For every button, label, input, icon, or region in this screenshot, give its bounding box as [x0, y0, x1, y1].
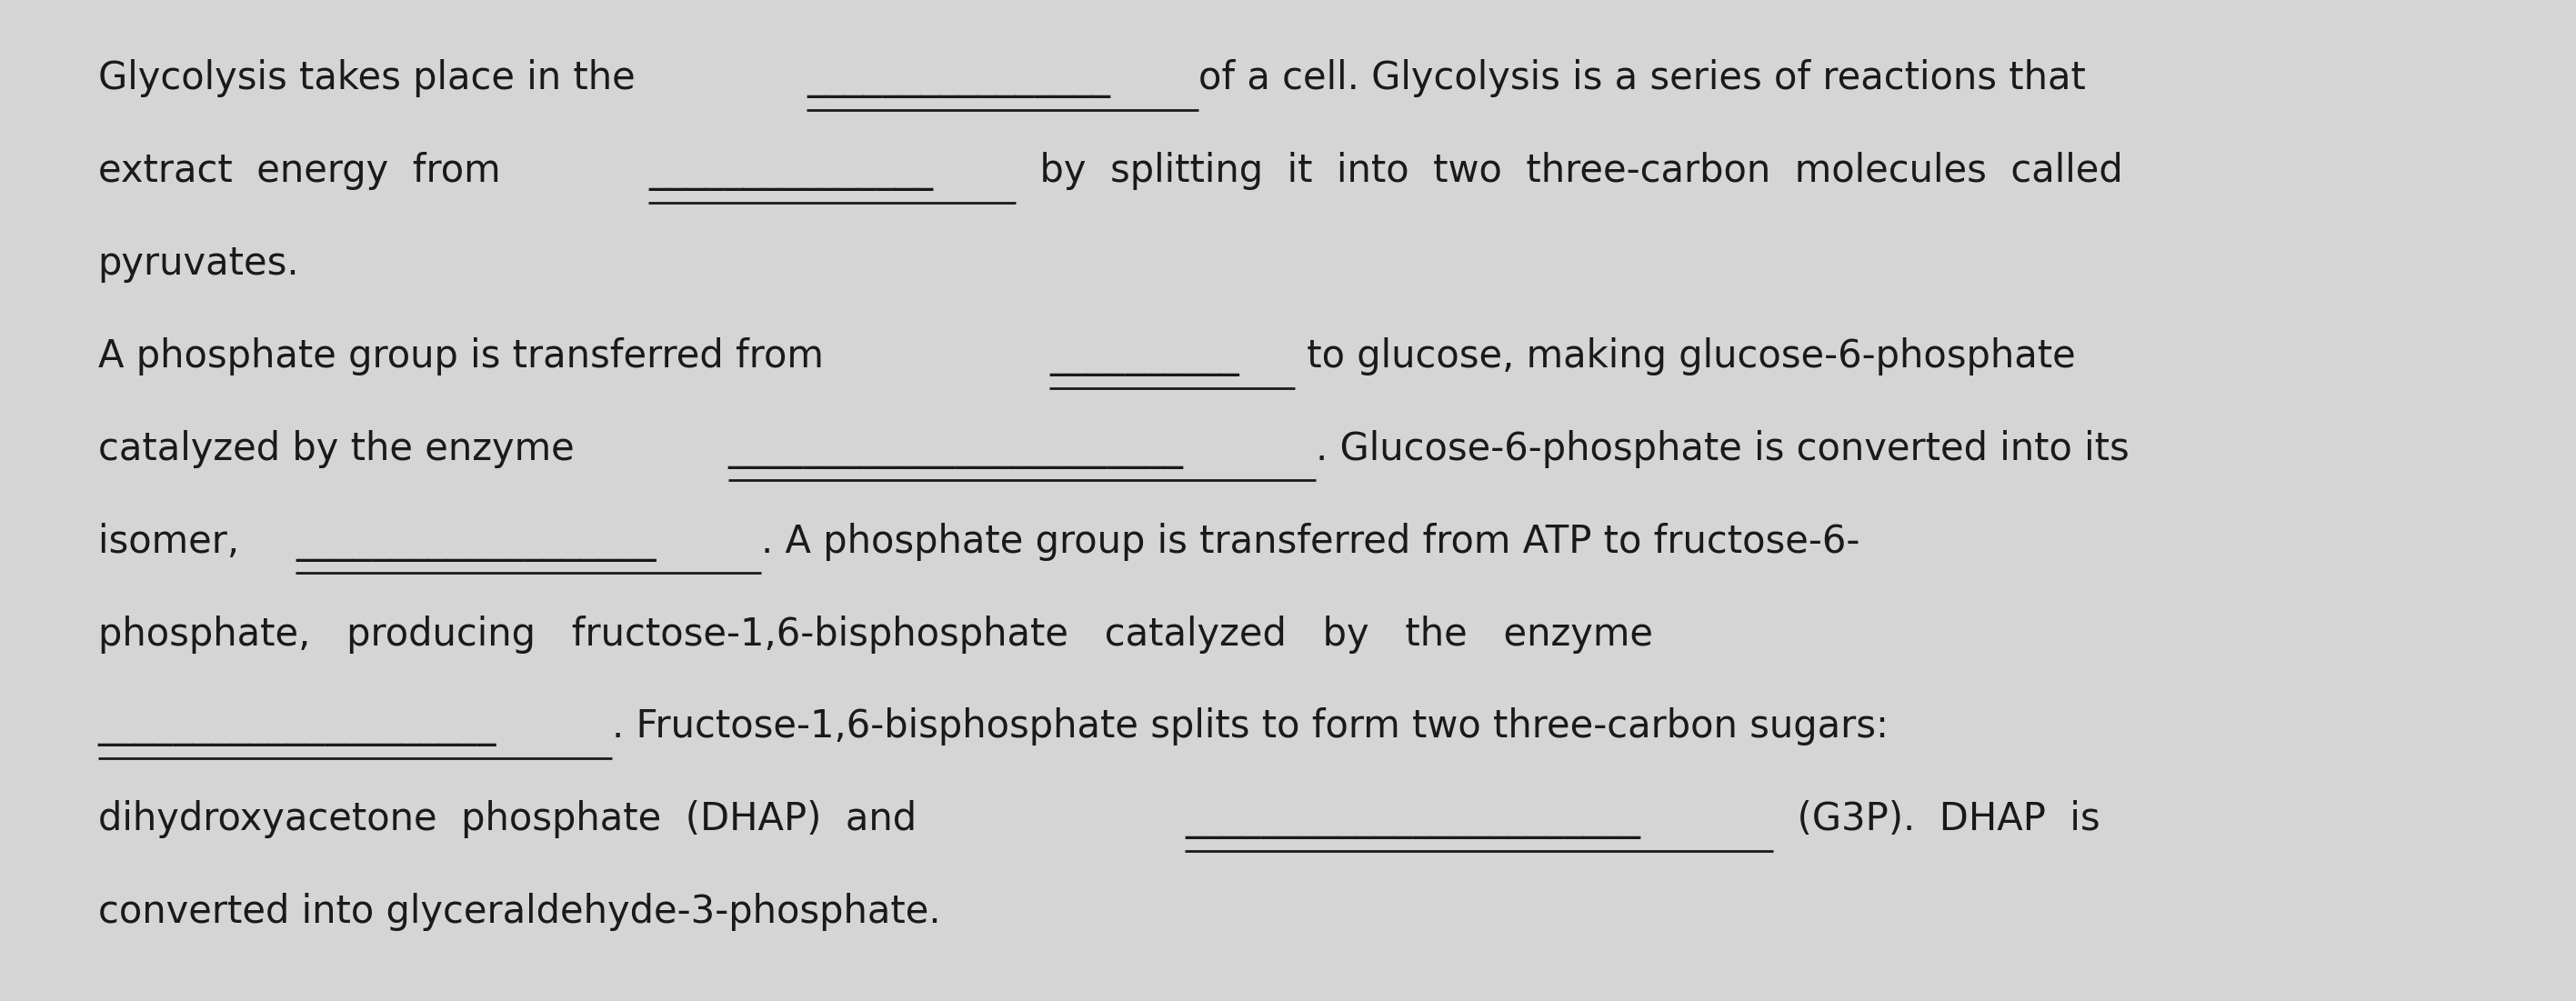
Text: phosphate,   producing   fructose-1,6-bisphosphate   catalyzed   by   the   enzy: phosphate, producing fructose-1,6-bispho…: [98, 615, 1654, 654]
Text: dihydroxyacetone  phosphate  (DHAP)  and: dihydroxyacetone phosphate (DHAP) and: [98, 801, 940, 839]
Text: . A phosphate group is transferred from ATP to fructose-6-: . A phosphate group is transferred from …: [760, 523, 1860, 561]
Text: by  splitting  it  into  two  three-carbon  molecules  called: by splitting it into two three-carbon mo…: [1015, 152, 2123, 190]
Text: of a cell. Glycolysis is a series of reactions that: of a cell. Glycolysis is a series of rea…: [1198, 59, 2087, 97]
Text: ________________________: ________________________: [1185, 802, 1641, 840]
Text: A phosphate group is transferred from: A phosphate group is transferred from: [98, 337, 835, 375]
Text: Glycolysis takes place in the: Glycolysis takes place in the: [98, 59, 647, 97]
Text: . Fructose-1,6-bisphosphate splits to form two three-carbon sugars:: . Fructose-1,6-bisphosphate splits to fo…: [613, 708, 1888, 746]
Text: to glucose, making glucose-6-phosphate: to glucose, making glucose-6-phosphate: [1296, 337, 2076, 375]
Text: (G3P).  DHAP  is: (G3P). DHAP is: [1772, 801, 2099, 839]
Text: pyruvates.: pyruvates.: [98, 244, 299, 282]
Text: ________________: ________________: [806, 60, 1110, 98]
Text: _______________: _______________: [649, 152, 933, 191]
Text: _____________________: _____________________: [98, 709, 497, 747]
Text: isomer,: isomer,: [98, 523, 250, 561]
Text: catalyzed by the enzyme: catalyzed by the enzyme: [98, 429, 587, 467]
Text: converted into glyceraldehyde-3-phosphate.: converted into glyceraldehyde-3-phosphat…: [98, 893, 940, 931]
Text: . Glucose-6-phosphate is converted into its: . Glucose-6-phosphate is converted into …: [1316, 429, 2130, 467]
Text: extract  energy  from: extract energy from: [98, 152, 526, 190]
Text: ___________________: ___________________: [296, 524, 657, 562]
Text: ________________________: ________________________: [729, 430, 1182, 468]
Text: __________: __________: [1048, 338, 1239, 376]
